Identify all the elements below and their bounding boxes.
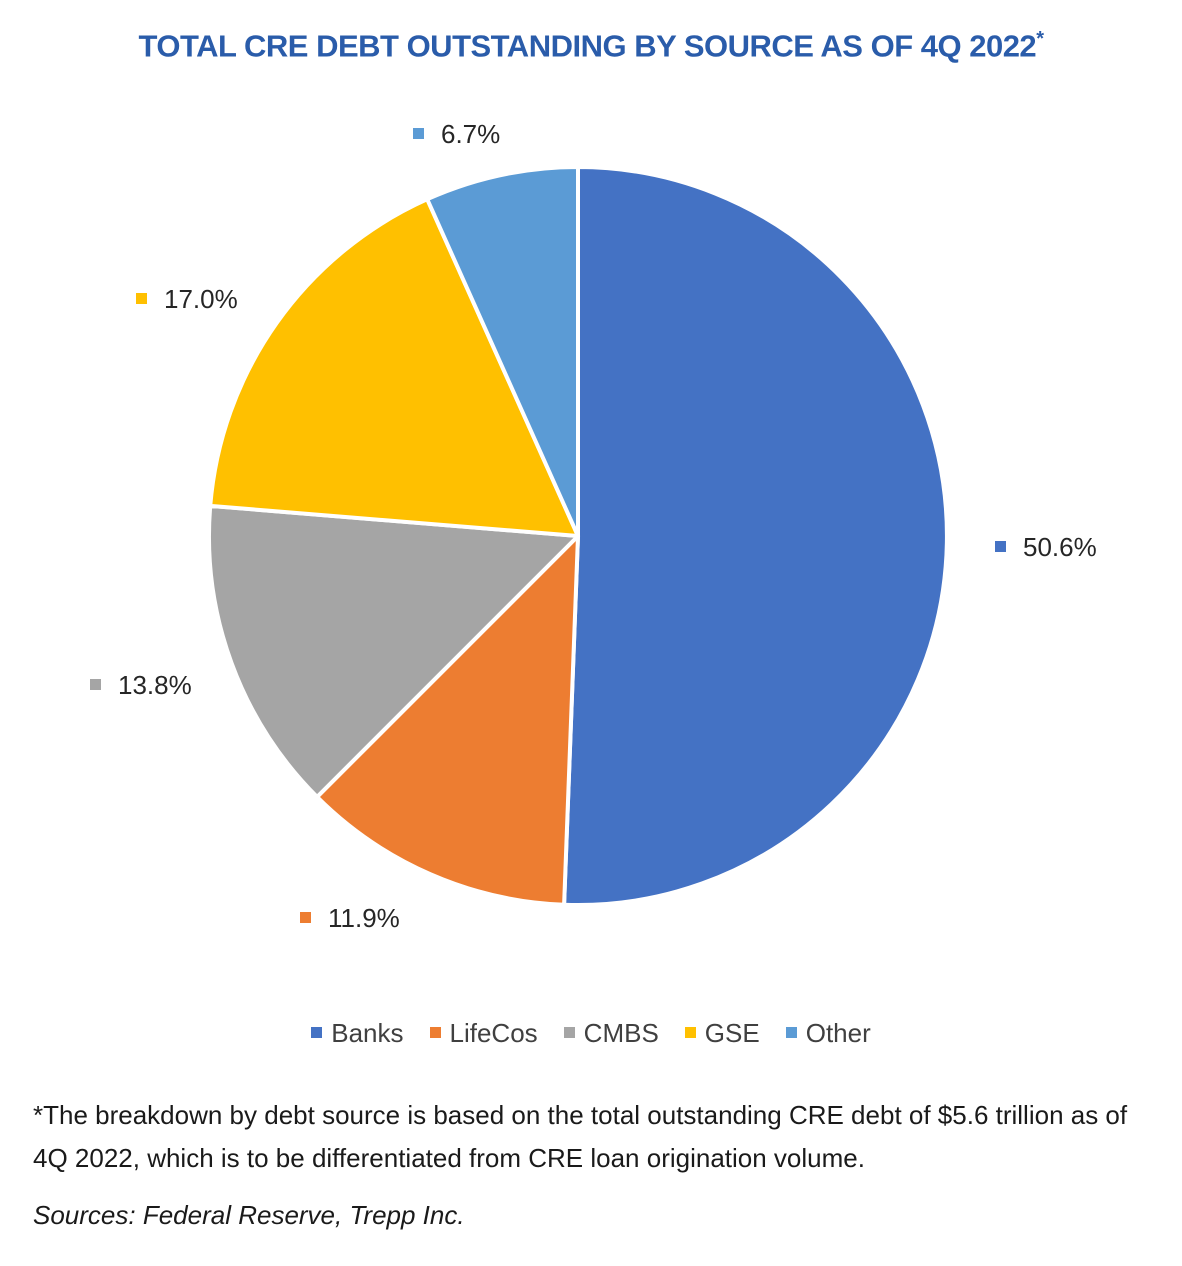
legend-item-gse: GSE — [684, 1018, 760, 1049]
pie-slice-other — [425, 165, 580, 538]
legend-label: Banks — [331, 1018, 404, 1048]
chart-title-marker: * — [1036, 28, 1044, 50]
data-label-text: 11.9% — [328, 903, 400, 933]
legend-swatch — [563, 1027, 575, 1038]
pie-slice-cmbs — [207, 503, 580, 799]
footnote: *The breakdown by debt source is based o… — [33, 1100, 1128, 1173]
data-label-gse: 17.0% — [136, 284, 238, 315]
legend-swatch — [429, 1027, 441, 1038]
legend-swatch — [684, 1027, 696, 1038]
data-label-swatch — [300, 912, 311, 923]
data-label-text: 6.7% — [441, 119, 501, 149]
pie-chart — [207, 165, 949, 907]
legend-label: Other — [805, 1018, 871, 1048]
data-label-text: 13.8% — [118, 670, 192, 700]
chart-title: TOTAL CRE DEBT OUTSTANDING BY SOURCE AS … — [0, 28, 1182, 64]
legend: Banks LifeCos CMBS GSE Other — [0, 1018, 1182, 1049]
data-label-swatch — [136, 293, 147, 304]
pie-slice-banks — [562, 165, 949, 907]
data-label-text: 17.0% — [164, 284, 238, 314]
data-label-swatch — [995, 541, 1006, 552]
pie-slice-lifecos — [315, 534, 580, 907]
data-label-text: 50.6% — [1023, 532, 1097, 562]
data-label-swatch — [90, 679, 101, 690]
data-label-other: 6.7% — [413, 119, 500, 150]
legend-label: CMBS — [583, 1018, 659, 1048]
legend-swatch — [785, 1027, 797, 1038]
chart-title-text: TOTAL CRE DEBT OUTSTANDING BY SOURCE AS … — [138, 28, 1037, 64]
legend-item-banks: Banks — [311, 1018, 404, 1049]
data-label-swatch — [413, 128, 424, 139]
legend-label: LifeCos — [449, 1018, 538, 1048]
legend-item-lifecos: LifeCos — [429, 1018, 538, 1049]
source-note: Sources: Federal Reserve, Trepp Inc. — [33, 1200, 465, 1230]
data-label-lifecos: 11.9% — [300, 903, 400, 934]
data-label-banks: 50.6% — [995, 532, 1097, 563]
legend-swatch — [311, 1027, 323, 1038]
legend-item-cmbs: CMBS — [563, 1018, 659, 1049]
pie-slice-gse — [208, 197, 580, 538]
legend-item-other: Other — [785, 1018, 871, 1049]
legend-label: GSE — [704, 1018, 760, 1048]
data-label-cmbs: 13.8% — [90, 670, 192, 701]
